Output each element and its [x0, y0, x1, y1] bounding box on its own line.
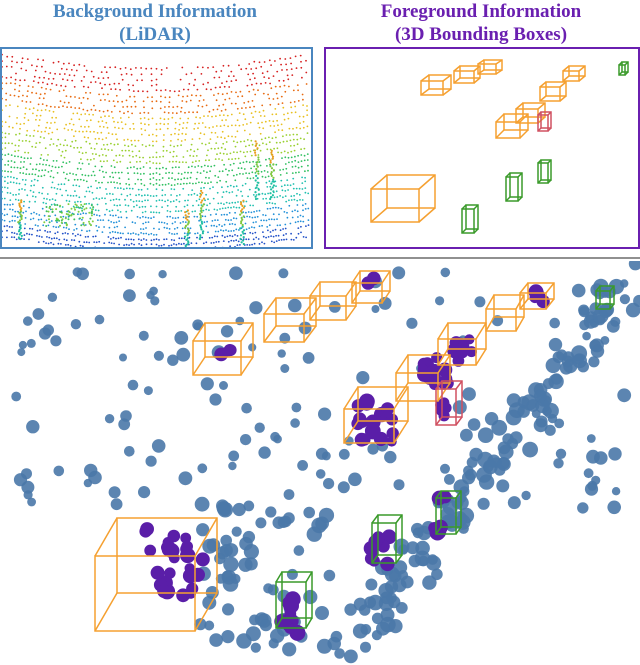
- pedestrian-box-1: [461, 204, 479, 234]
- background-info-title: Background Information (LiDAR): [0, 0, 310, 46]
- foreground-info-title: Foreground Information (3D Bounding Boxe…: [322, 0, 640, 46]
- lidar-car-cluster: [43, 203, 95, 227]
- combined-pedestrian-box-4: [595, 285, 615, 310]
- background-points: [11, 261, 640, 664]
- combined-car-box-4: [309, 281, 357, 321]
- combined-cyclist-box-1: [435, 380, 463, 426]
- combined-car-box-9: [485, 294, 525, 332]
- car-box-7: [539, 81, 567, 102]
- car-box-6: [515, 102, 546, 124]
- combined-scene: [11, 261, 640, 664]
- lidar-panel: [0, 47, 313, 249]
- combined-car-box-3: [263, 297, 317, 343]
- pedestrian-box-4: [618, 61, 629, 76]
- combined-pedestrian-box-3: [435, 490, 462, 535]
- cyclist-box-1: [537, 111, 552, 132]
- combined-car-box-10: [519, 282, 555, 310]
- pedestrian-box-2: [505, 172, 523, 202]
- car-box-4: [477, 59, 503, 75]
- lidar-point-cloud: [2, 53, 310, 247]
- combined-car-box-8: [437, 322, 487, 366]
- combined-pedestrian-box-2: [371, 514, 403, 564]
- lidar-vertical-structures: [17, 140, 276, 247]
- pedestrian-box-3: [537, 159, 552, 184]
- background-title-line2: (LiDAR): [119, 24, 191, 45]
- bounding-boxes-view: [370, 59, 629, 234]
- car-box-2: [420, 74, 452, 96]
- bounding-boxes-panel: [324, 47, 640, 249]
- combined-car-box-2: [192, 322, 254, 376]
- car-box-8: [562, 65, 586, 82]
- foreground-title-line2: (3D Bounding Boxes): [394, 24, 568, 45]
- section-divider: [0, 257, 640, 259]
- combined-car-box-6: [343, 386, 409, 444]
- car-box-1: [370, 174, 436, 223]
- foreground-title-line1: Foreground Information: [380, 1, 582, 22]
- combined-car-box-1: [94, 517, 218, 632]
- combined-car-box-5: [351, 270, 391, 304]
- combined-pedestrian-box-1: [275, 571, 313, 629]
- background-title-line1: Background Information: [53, 1, 257, 22]
- car-box-3: [453, 65, 481, 84]
- lidar-scan-points: [2, 53, 310, 247]
